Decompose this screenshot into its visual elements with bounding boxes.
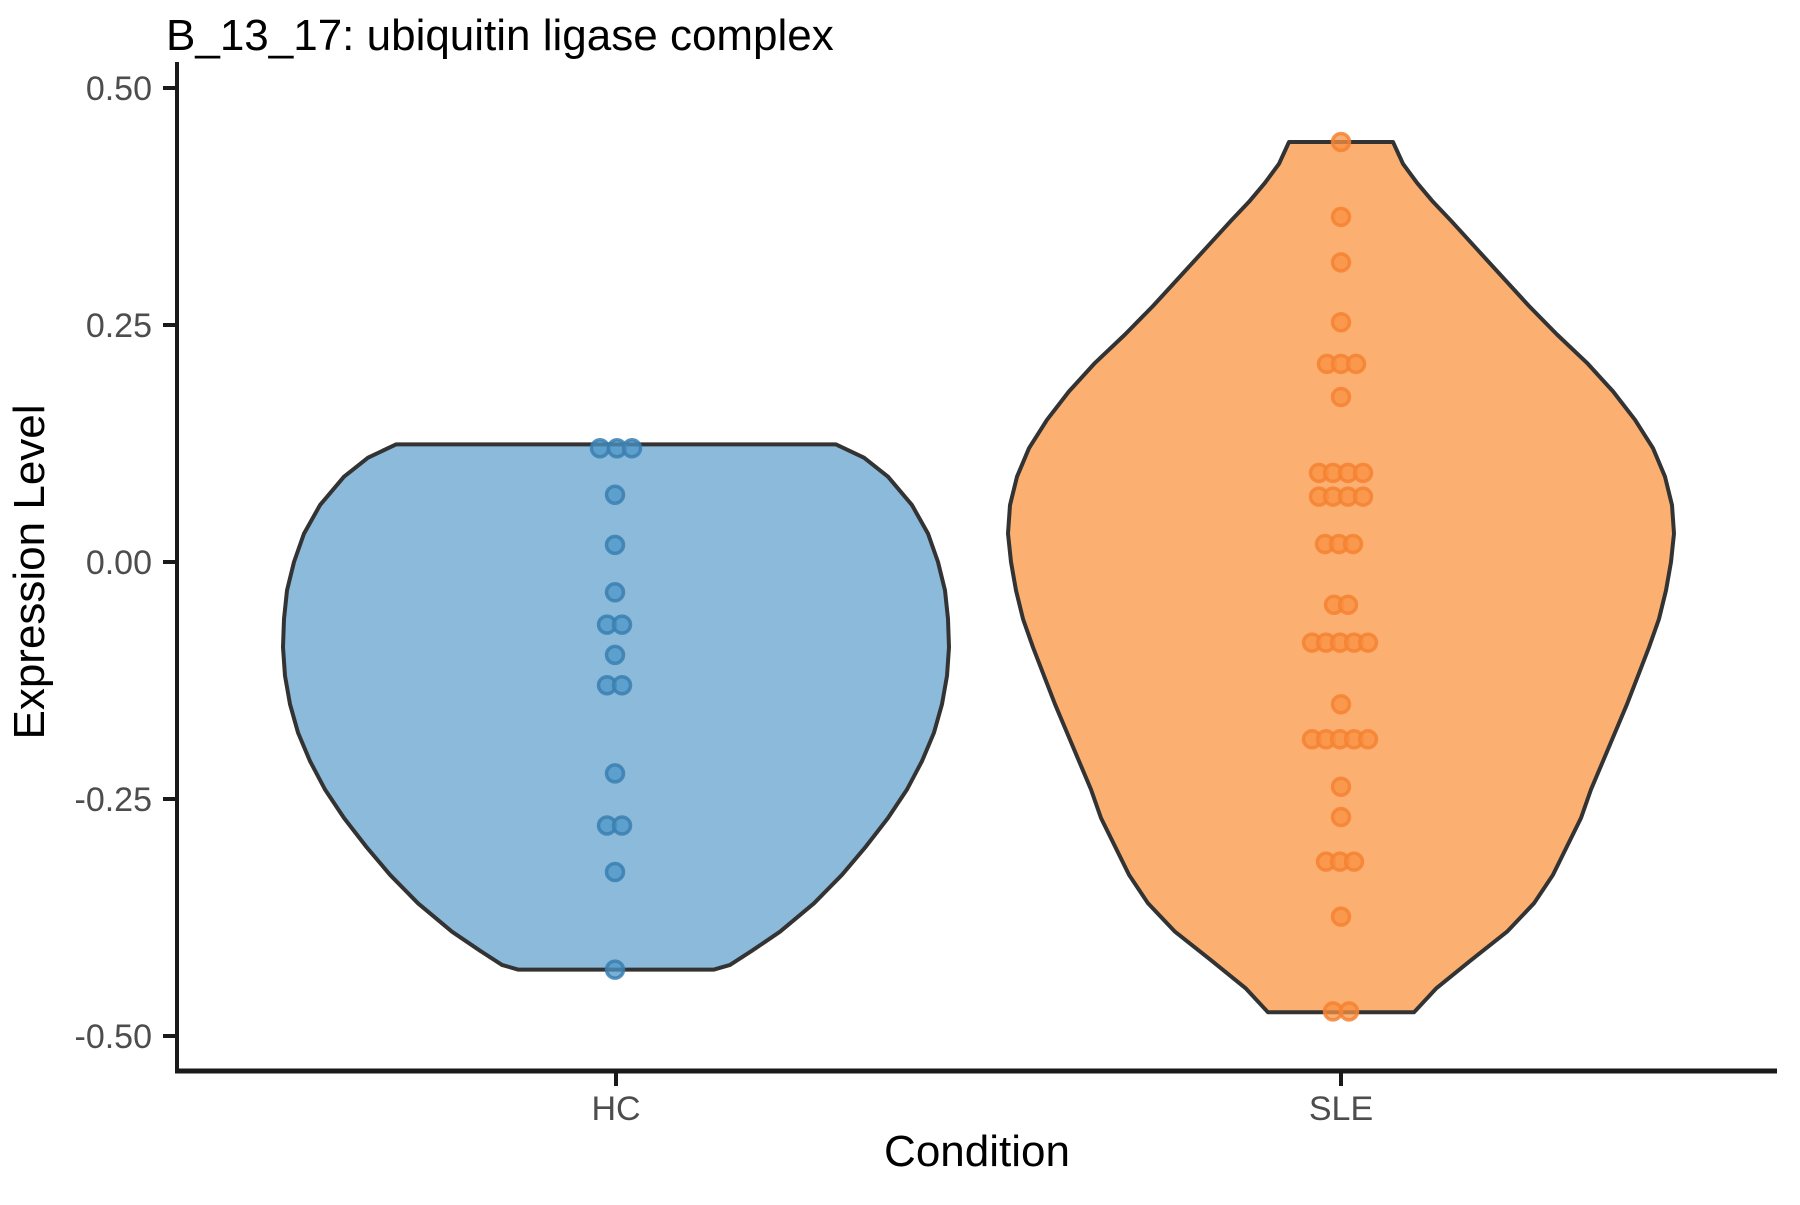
data-point-hc [604,534,626,556]
data-point-sle [1330,131,1352,153]
data-point-hc [604,582,626,603]
y-tick-label-0.00: 0.00 [86,544,152,582]
data-point-hc [611,614,633,635]
data-point-sle [1357,729,1379,750]
data-point-sle [1343,851,1365,872]
violin-hc [281,442,951,972]
data-point-hc [604,484,626,505]
data-point-sle [1330,386,1352,408]
data-point-hc [604,861,626,883]
data-point-sle [1352,486,1374,507]
x-axis-title: Condition [884,1127,1070,1176]
data-point-sle [1330,776,1352,797]
x-axis-ticks: HC SLE [591,1071,1373,1128]
y-tick-label--0.25: -0.25 [75,781,153,819]
data-point-hc [611,815,633,836]
data-point-sle [1330,252,1352,273]
data-point-hc [611,674,633,696]
violin-sle [1006,140,1676,1015]
data-point-hc [589,437,611,459]
y-tick-label--0.50: -0.50 [75,1018,153,1056]
x-tick-label-hc: HC [591,1090,640,1128]
violins-layer [281,131,1676,1022]
y-axis-ticks: 0.50 0.25 0.00 -0.25 -0.50 [75,70,177,1056]
data-point-sle [1330,311,1352,333]
data-point-sle [1338,1001,1360,1022]
data-point-sle [1337,594,1359,615]
data-point-sle [1342,533,1364,555]
data-point-sle [1352,462,1374,484]
data-point-sle [1330,693,1352,715]
x-tick-label-sle: SLE [1309,1090,1373,1128]
data-point-sle [1330,906,1352,927]
data-point-hc [604,644,626,666]
data-point-sle [1357,632,1379,653]
data-point-hc [604,763,626,784]
data-point-sle [1330,806,1352,828]
data-point-hc [621,437,643,459]
data-point-sle [1330,206,1352,228]
y-axis-title: Expression Level [5,404,54,739]
y-tick-label-0.25: 0.25 [86,307,152,345]
y-tick-label-0.50: 0.50 [86,70,152,108]
plot-title: B_13_17: ubiquitin ligase complex [166,11,834,60]
data-point-hc [604,959,626,980]
data-point-sle [1345,353,1367,375]
